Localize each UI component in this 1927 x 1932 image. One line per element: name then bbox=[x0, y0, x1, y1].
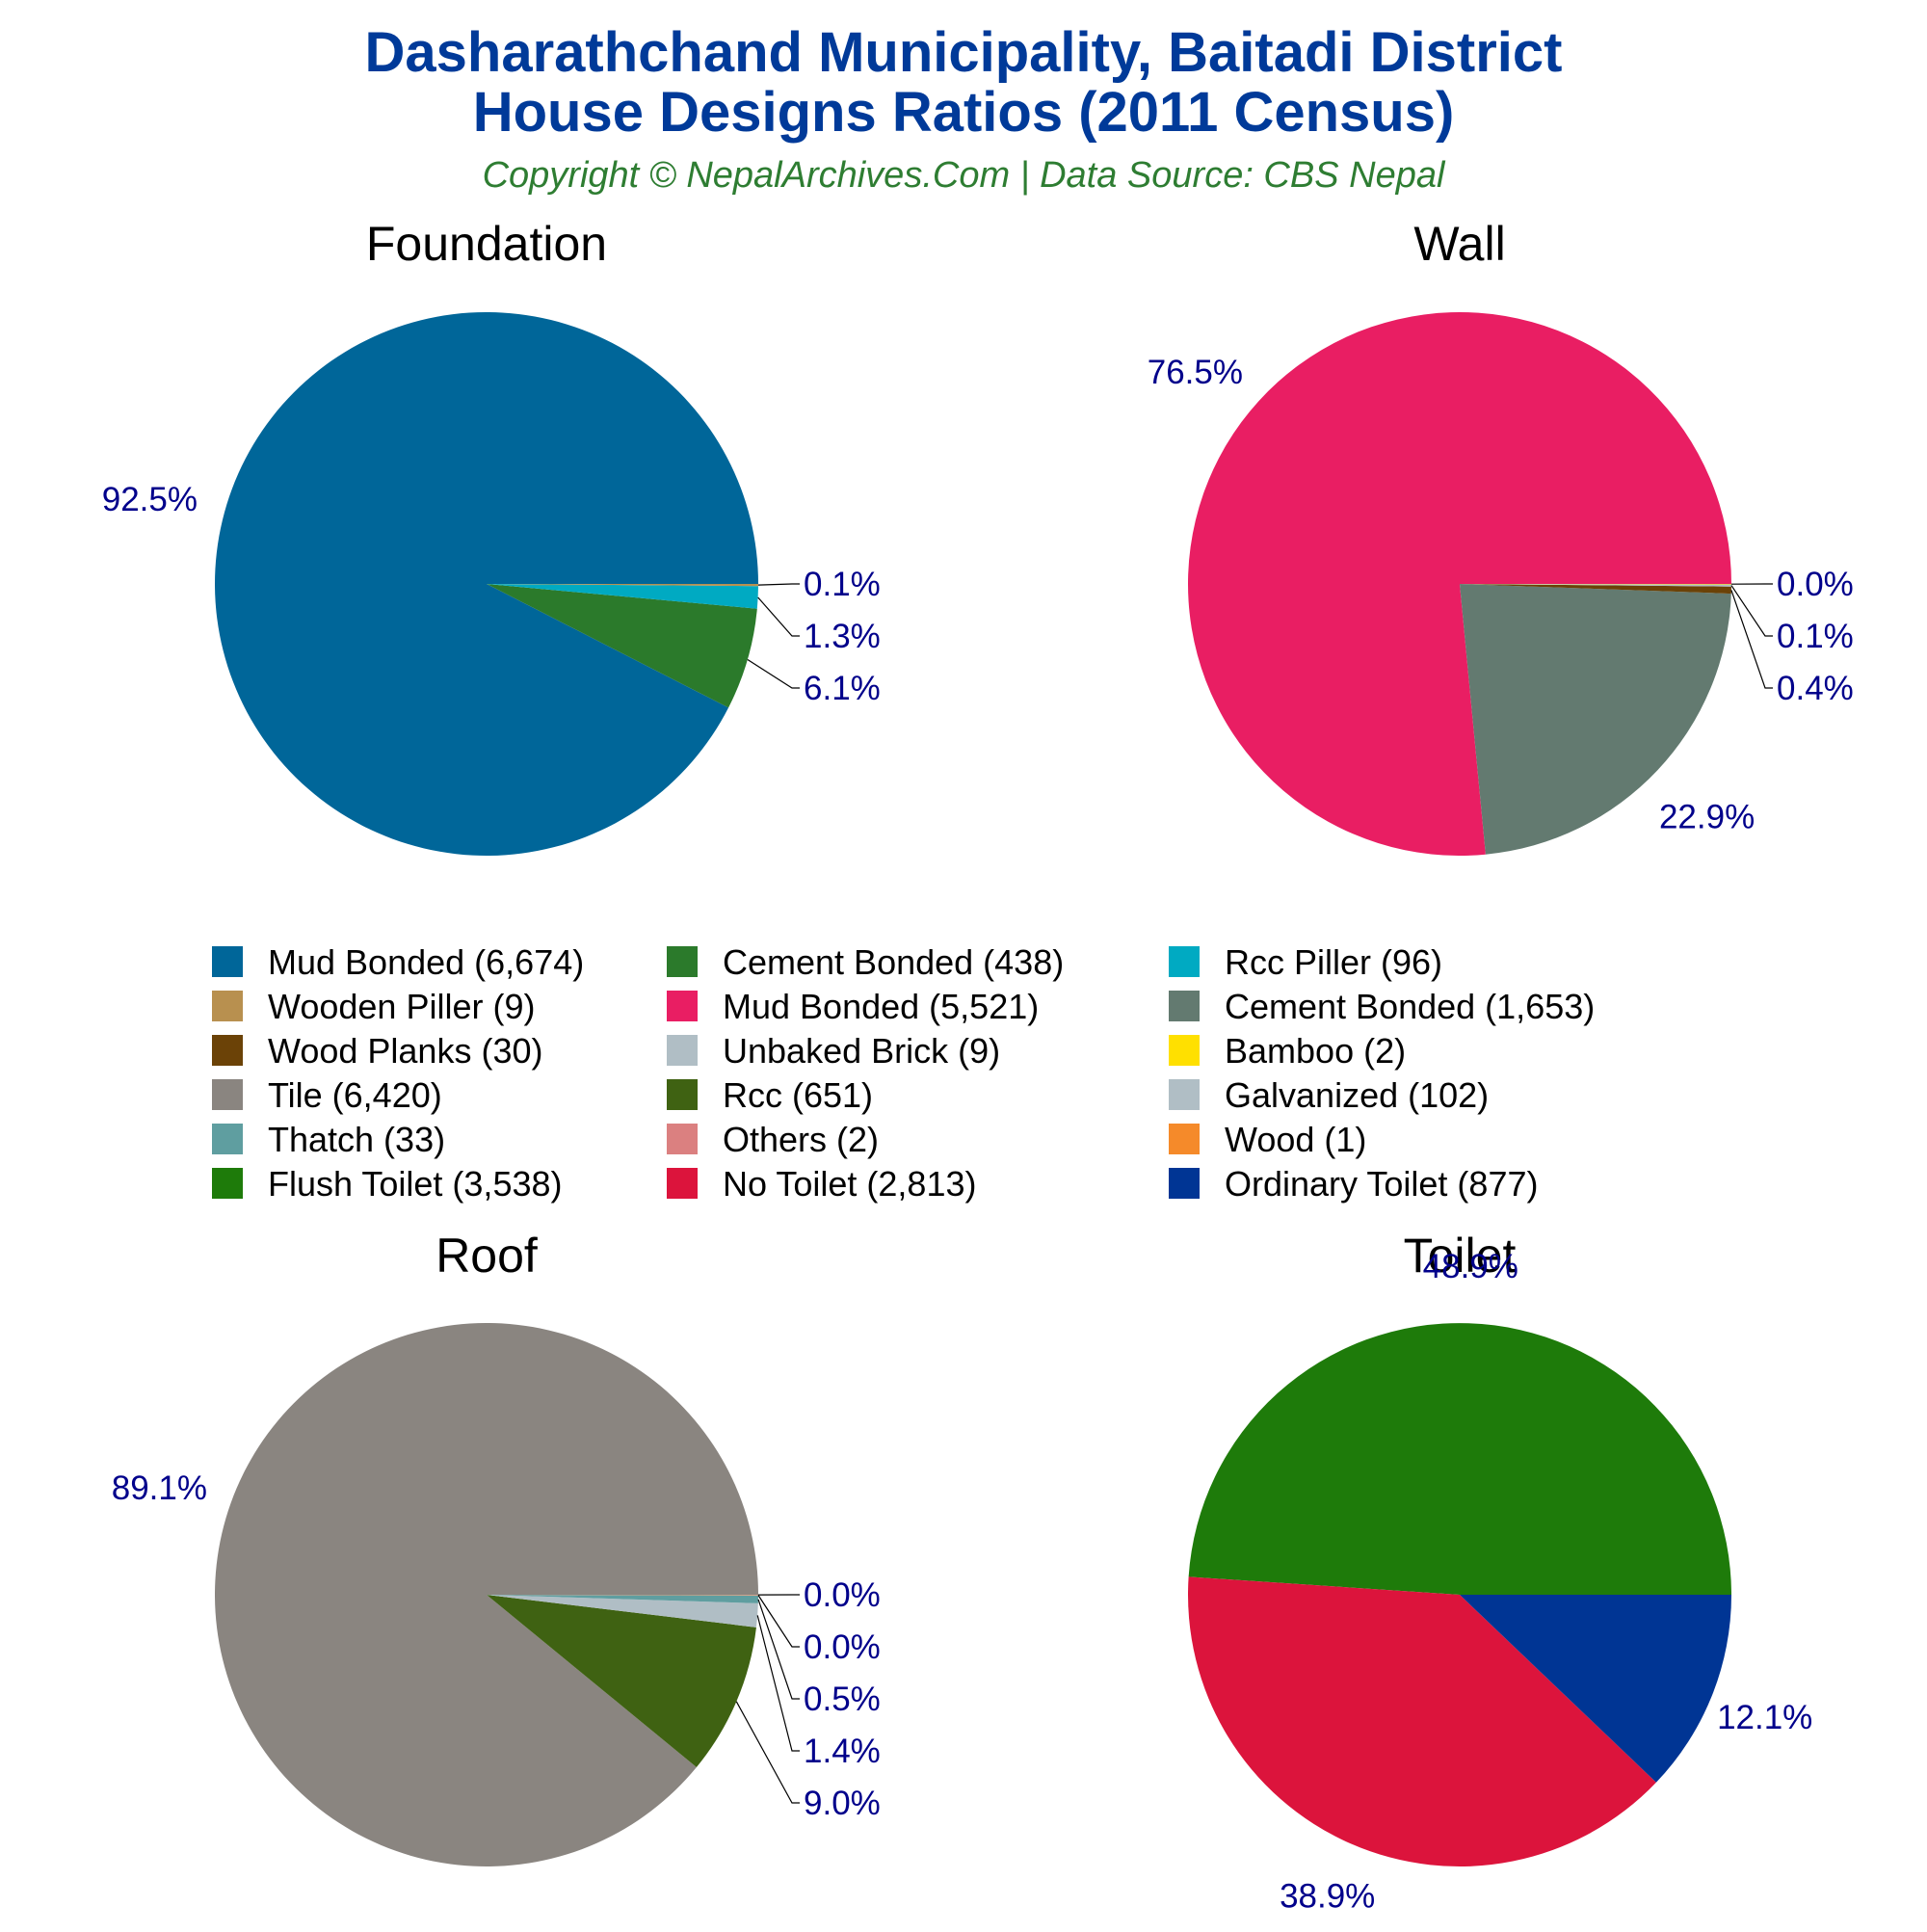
legend-swatch bbox=[1169, 1035, 1200, 1066]
legend-label: No Toilet (2,813) bbox=[723, 1164, 976, 1204]
chart-title-line-2: House Designs Ratios (2011 Census) bbox=[473, 81, 1455, 144]
legend-label: Tile (6,420) bbox=[268, 1075, 442, 1115]
legend-label: Bamboo (2) bbox=[1225, 1031, 1406, 1071]
leader-line-foundation-rcc-piller bbox=[758, 597, 800, 636]
legend-swatch bbox=[212, 946, 243, 977]
legend-label: Wood Planks (30) bbox=[268, 1031, 542, 1071]
pct-label-roof-galvanized: 1.4% bbox=[804, 1733, 881, 1770]
legend-item-ordinary-toilet-877: Ordinary Toilet (877) bbox=[1169, 1164, 1538, 1204]
pie-title-roof: Roof bbox=[436, 1229, 538, 1283]
pct-label-toilet-ordinary-toilet: 12.1% bbox=[1717, 1699, 1812, 1736]
pie-title-foundation: Foundation bbox=[366, 217, 607, 271]
legend-swatch bbox=[667, 1168, 698, 1199]
leader-line-foundation-wooden-piller bbox=[758, 584, 800, 585]
pie-slice-toilet-flush-toilet bbox=[1189, 1323, 1731, 1595]
legend-swatch bbox=[212, 1124, 243, 1154]
legend-swatch bbox=[667, 991, 698, 1021]
chart-subtitle: Copyright © NepalArchives.Com | Data Sou… bbox=[483, 155, 1446, 196]
chart-header: Dasharathchand Municipality, Baitadi Dis… bbox=[365, 21, 1563, 196]
legend-label: Wood (1) bbox=[1225, 1120, 1366, 1159]
leader-line-roof-galvanized bbox=[757, 1615, 800, 1751]
pie-slice-foundation-mud-bonded bbox=[215, 312, 758, 856]
legend-swatch bbox=[667, 1124, 698, 1154]
legend-label: Wooden Piller (9) bbox=[268, 987, 535, 1026]
pct-label-wall-unbaked-brick: 0.1% bbox=[1777, 618, 1854, 655]
legend-swatch bbox=[212, 1168, 243, 1199]
pct-label-roof-thatch: 0.5% bbox=[804, 1681, 881, 1718]
pct-label-foundation-cement-bonded: 6.1% bbox=[804, 670, 881, 707]
leader-line-foundation-cement-bonded bbox=[748, 660, 800, 689]
leader-line-wall-wood-planks bbox=[1731, 590, 1773, 688]
pct-label-roof-others: 0.0% bbox=[804, 1628, 881, 1666]
legend-label: Ordinary Toilet (877) bbox=[1225, 1164, 1538, 1204]
legend-label: Others (2) bbox=[723, 1120, 879, 1159]
legend-label: Cement Bonded (438) bbox=[723, 942, 1064, 982]
legend-label: Rcc Piller (96) bbox=[1225, 942, 1442, 982]
legend-item-unbaked-brick-9: Unbaked Brick (9) bbox=[667, 1031, 1000, 1071]
pct-label-wall-bamboo: 0.0% bbox=[1777, 566, 1854, 603]
legend-swatch bbox=[667, 1079, 698, 1110]
pct-label-foundation-mud-bonded: 92.5% bbox=[102, 481, 198, 518]
pie-title-wall: Wall bbox=[1413, 217, 1505, 271]
legend-item-galvanized-102: Galvanized (102) bbox=[1169, 1075, 1489, 1115]
legend-label: Thatch (33) bbox=[268, 1120, 445, 1159]
legend-item-others-2: Others (2) bbox=[667, 1120, 879, 1159]
legend-item-rcc-651: Rcc (651) bbox=[667, 1075, 873, 1115]
legend-item-wooden-piller-9: Wooden Piller (9) bbox=[212, 987, 535, 1026]
legend-item-no-toilet-2-813: No Toilet (2,813) bbox=[667, 1164, 976, 1204]
pct-label-foundation-rcc-piller: 1.3% bbox=[804, 618, 881, 655]
pct-label-foundation-wooden-piller: 0.1% bbox=[804, 566, 881, 603]
legend-item-mud-bonded-5-521: Mud Bonded (5,521) bbox=[667, 987, 1039, 1026]
legend-item-rcc-piller-96: Rcc Piller (96) bbox=[1169, 942, 1442, 982]
legend-item-flush-toilet-3-538: Flush Toilet (3,538) bbox=[212, 1164, 563, 1204]
legend-swatch bbox=[212, 1035, 243, 1066]
leader-line-roof-others bbox=[758, 1596, 800, 1648]
legend-swatch bbox=[1169, 946, 1200, 977]
legend-item-cement-bonded-438: Cement Bonded (438) bbox=[667, 942, 1064, 982]
chart-legend: Mud Bonded (6,674) Cement Bonded (438) Rcc… bbox=[212, 942, 1595, 1204]
pct-label-roof-wood: 0.0% bbox=[804, 1576, 881, 1614]
legend-item-thatch-33: Thatch (33) bbox=[212, 1120, 445, 1159]
legend-item-bamboo-2: Bamboo (2) bbox=[1169, 1031, 1406, 1071]
chart-title-line-1: Dasharathchand Municipality, Baitadi Dis… bbox=[365, 21, 1563, 84]
legend-label: Mud Bonded (5,521) bbox=[723, 987, 1039, 1026]
legend-swatch bbox=[212, 991, 243, 1021]
pie-foundation: Foundation 92.5% 0.1% 1.3% 6.1% bbox=[102, 217, 881, 856]
pie-wall: Wall 76.5% 22.9% 0.0% 0.1% 0.4% bbox=[1148, 217, 1854, 856]
pct-label-toilet-no-toilet: 38.9% bbox=[1280, 1877, 1375, 1915]
pct-label-wall-mud-bonded: 76.5% bbox=[1148, 354, 1243, 391]
legend-label: Mud Bonded (6,674) bbox=[268, 942, 584, 982]
legend-swatch bbox=[667, 946, 698, 977]
leader-line-roof-thatch bbox=[758, 1600, 800, 1699]
legend-swatch bbox=[1169, 1124, 1200, 1154]
legend-swatch bbox=[1169, 991, 1200, 1021]
legend-label: Rcc (651) bbox=[723, 1075, 873, 1115]
legend-item-tile-6-420: Tile (6,420) bbox=[212, 1075, 442, 1115]
pct-label-roof-rcc: 9.0% bbox=[804, 1785, 881, 1822]
leader-line-wall-unbaked-brick bbox=[1731, 586, 1773, 636]
legend-label: Unbaked Brick (9) bbox=[723, 1031, 1000, 1071]
leader-line-roof-rcc bbox=[736, 1702, 800, 1803]
legend-swatch bbox=[212, 1079, 243, 1110]
legend-item-wood-planks-30: Wood Planks (30) bbox=[212, 1031, 542, 1071]
legend-item-cement-bonded-1-653: Cement Bonded (1,653) bbox=[1169, 987, 1595, 1026]
legend-label: Flush Toilet (3,538) bbox=[268, 1164, 563, 1204]
legend-swatch bbox=[1169, 1168, 1200, 1199]
pct-label-roof-tile: 89.1% bbox=[112, 1469, 207, 1507]
pct-label-wall-wood-planks: 0.4% bbox=[1777, 670, 1854, 707]
legend-label: Galvanized (102) bbox=[1225, 1075, 1489, 1115]
pie-roof: Roof 89.1% 0.0% 0.0% 0.5% 1.4% 9.0% bbox=[112, 1229, 881, 1866]
pct-label-toilet-flush-toilet: 48.9% bbox=[1423, 1248, 1518, 1285]
legend-item-mud-bonded-6-674: Mud Bonded (6,674) bbox=[212, 942, 584, 982]
legend-label: Cement Bonded (1,653) bbox=[1225, 987, 1595, 1026]
pct-label-wall-cement-bonded: 22.9% bbox=[1659, 799, 1755, 836]
legend-swatch bbox=[667, 1035, 698, 1066]
legend-swatch bbox=[1169, 1079, 1200, 1110]
legend-item-wood-1: Wood (1) bbox=[1169, 1120, 1366, 1159]
